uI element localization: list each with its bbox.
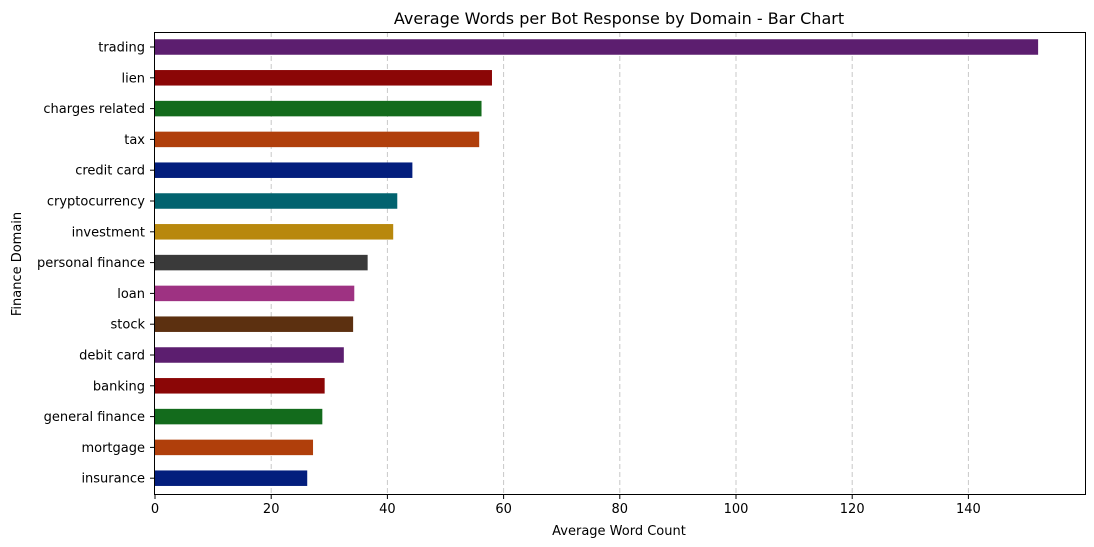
x-tick-label: 120 bbox=[840, 502, 865, 517]
x-tick-label: 0 bbox=[151, 502, 159, 517]
y-tick-label: general finance bbox=[44, 410, 145, 425]
y-tick-label: credit card bbox=[75, 164, 145, 179]
bar-cryptocurrency bbox=[155, 193, 398, 209]
y-tick-label: insurance bbox=[81, 472, 145, 487]
bar-charges-related bbox=[155, 100, 482, 117]
bar-debit-card bbox=[155, 347, 344, 363]
bars bbox=[155, 39, 1039, 486]
bar-loan bbox=[155, 285, 355, 302]
y-axis-ticks: trading lien charges related tax credit card… bbox=[37, 41, 155, 487]
y-tick-label: debit card bbox=[79, 349, 145, 364]
y-axis-label: Finance Domain bbox=[10, 212, 25, 316]
bar-trading bbox=[155, 39, 1039, 55]
y-tick-label: lien bbox=[122, 71, 145, 86]
y-tick-label: trading bbox=[98, 41, 145, 56]
y-tick-label: investment bbox=[72, 225, 145, 240]
bar-tax bbox=[155, 131, 480, 148]
x-tick-label: 60 bbox=[495, 502, 512, 517]
chart-title: Average Words per Bot Response by Domain… bbox=[394, 9, 844, 28]
y-tick-label: cryptocurrency bbox=[47, 195, 145, 210]
bar-insurance bbox=[155, 470, 308, 486]
x-tick-label: 140 bbox=[956, 502, 981, 517]
y-tick-label: charges related bbox=[43, 102, 145, 117]
y-tick-label: stock bbox=[111, 318, 146, 333]
y-tick-label: mortgage bbox=[81, 441, 145, 456]
x-tick-label: 100 bbox=[724, 502, 749, 517]
bar-general-finance bbox=[155, 408, 323, 425]
bar-stock bbox=[155, 316, 354, 332]
bar-mortgage bbox=[155, 439, 314, 456]
bar-investment bbox=[155, 224, 394, 240]
y-tick-label: tax bbox=[124, 133, 145, 148]
x-tick-label: 80 bbox=[612, 502, 629, 517]
bar-lien bbox=[155, 70, 492, 86]
x-axis-label: Average Word Count bbox=[552, 524, 686, 539]
y-tick-label: banking bbox=[93, 379, 145, 394]
bar-personal-finance bbox=[155, 254, 368, 271]
x-tick-label: 40 bbox=[379, 502, 396, 517]
bar-banking bbox=[155, 378, 325, 394]
x-axis-ticks: 0 20 40 60 80 100 120 140 bbox=[151, 494, 981, 517]
y-tick-label: loan bbox=[117, 287, 145, 302]
bar-credit-card bbox=[155, 162, 413, 178]
x-tick-label: 20 bbox=[263, 502, 280, 517]
y-tick-label: personal finance bbox=[37, 256, 145, 271]
